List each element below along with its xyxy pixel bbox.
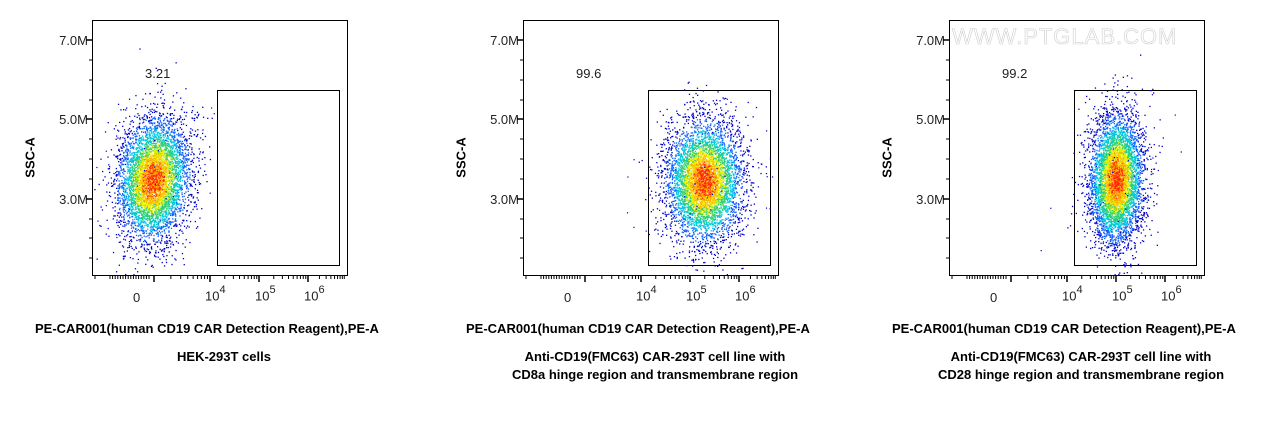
x-tick-1e5: 105 [686, 284, 707, 304]
y-tick-5m: 5.0M [59, 112, 88, 127]
axis-ticks [517, 39, 776, 282]
x-tick-1e6: 106 [304, 284, 325, 304]
panel-caption: Anti-CD19(FMC63) CAR-293T cell line with… [511, 349, 799, 382]
scatter-plot-area: 3.21 [92, 20, 348, 276]
x-tick-1e5: 105 [255, 284, 276, 304]
y-tick-7m: 7.0M [490, 33, 519, 48]
x-tick-1e4: 104 [636, 284, 657, 304]
panel-car293t-cd28: SSC-A 7.0M 5.0M 3.0M WWW.PTGLAB.COM 99.2… [860, 0, 1285, 434]
x-tick-1e4: 104 [1062, 284, 1083, 304]
gate-percent-label: 99.2 [1002, 66, 1028, 81]
panel-car293t-cd8a: SSC-A 7.0M 5.0M 3.0M 99.6 0 104 105 106 … [430, 0, 860, 434]
panel-caption: HEK-293T cells [177, 349, 271, 364]
x-axis-label: PE-CAR001(human CD19 CAR Detection Reage… [35, 321, 379, 336]
density-dots [1040, 54, 1182, 276]
gate-percent-label: 99.6 [576, 66, 602, 81]
x-tick-1e6: 106 [1161, 284, 1182, 304]
x-tick-0: 0 [133, 290, 141, 305]
y-tick-3m: 3.0M [59, 192, 88, 207]
gate-rectangle [1074, 90, 1197, 266]
panel-caption: Anti-CD19(FMC63) CAR-293T cell line with… [937, 349, 1225, 382]
scatter-plot-area: WWW.PTGLAB.COM 99.2 [949, 20, 1205, 276]
gate-rectangle [217, 90, 340, 266]
panel-hek293t: SSC-A 7.0M 5.0M 3.0M 3.21 0 104 105 106 … [0, 0, 430, 434]
watermark: WWW.PTGLAB.COM [952, 24, 1178, 50]
x-tick-0: 0 [564, 290, 572, 305]
density-dots [626, 81, 774, 277]
y-tick-7m: 7.0M [59, 33, 88, 48]
y-tick-3m: 3.0M [490, 192, 519, 207]
x-tick-1e4: 104 [205, 284, 226, 304]
x-tick-1e6: 106 [735, 284, 756, 304]
x-axis-label: PE-CAR001(human CD19 CAR Detection Reage… [892, 321, 1236, 336]
x-tick-1e5: 105 [1112, 284, 1133, 304]
scatter-plot-area: 99.6 [523, 20, 779, 277]
density-dots [94, 48, 215, 276]
y-tick-5m: 5.0M [490, 112, 519, 127]
y-tick-3m: 3.0M [916, 192, 945, 207]
axis-ticks [86, 39, 345, 282]
y-tick-5m: 5.0M [916, 112, 945, 127]
gate-percent-label: 3.21 [145, 66, 171, 81]
x-axis-label: PE-CAR001(human CD19 CAR Detection Reage… [466, 321, 810, 336]
y-tick-7m: 7.0M [916, 33, 945, 48]
x-tick-0: 0 [990, 290, 998, 305]
gate-rectangle [648, 90, 771, 266]
axis-ticks [943, 39, 1202, 282]
